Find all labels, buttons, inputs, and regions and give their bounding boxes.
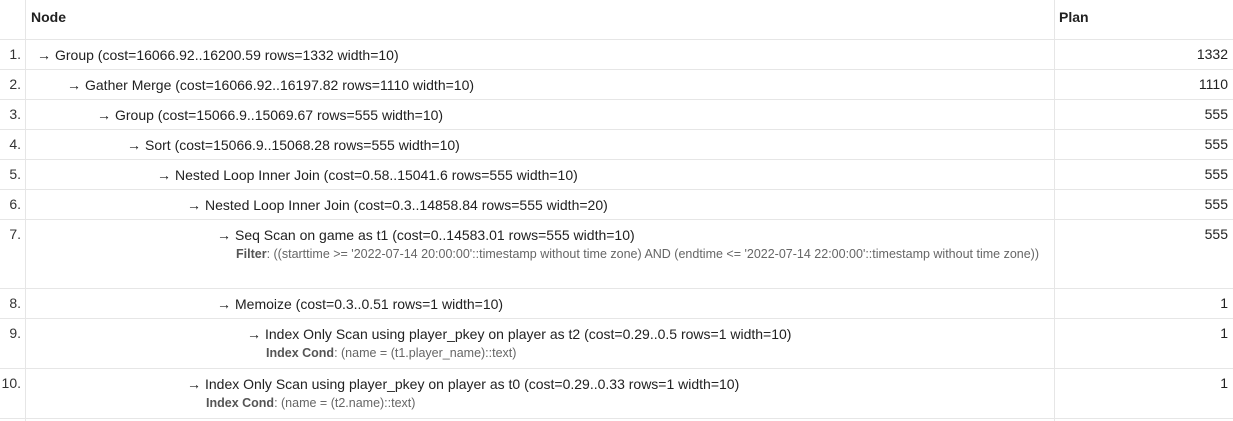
detail-label: Index Cond bbox=[266, 346, 335, 360]
plan-rows-value: 1 bbox=[1220, 325, 1228, 341]
row-number: 8. bbox=[9, 295, 21, 311]
arrow-right-icon: → bbox=[247, 326, 261, 342]
node-label: Nested Loop Inner Join (cost=0.58..15041… bbox=[175, 167, 578, 183]
node-detail: Filter: ((starttime >= '2022-07-14 20:00… bbox=[236, 247, 1040, 261]
plan-rows-value: 555 bbox=[1204, 166, 1228, 182]
node-detail: Index Cond: (name = (t1.player_name)::te… bbox=[266, 346, 517, 360]
node-label: Group (cost=16066.92..16200.59 rows=1332… bbox=[55, 47, 399, 63]
arrow-right-icon: → bbox=[217, 227, 231, 243]
plan-node: → Group (cost=15066.9..15069.67 rows=555 … bbox=[97, 106, 1043, 124]
arrow-right-icon: → bbox=[97, 107, 111, 123]
detail-text: ((starttime >= '2022-07-14 20:00:00'::ti… bbox=[273, 247, 1040, 261]
node-label: Seq Scan on game as t1 (cost=0..14583.01… bbox=[235, 227, 635, 243]
node-label: Nested Loop Inner Join (cost=0.3..14858.… bbox=[205, 197, 608, 213]
arrow-right-icon: → bbox=[187, 376, 201, 392]
plan-rows-value: 1 bbox=[1220, 375, 1228, 391]
arrow-right-icon: → bbox=[157, 167, 171, 183]
arrow-right-icon: → bbox=[187, 197, 201, 213]
plan-row[interactable]: 6. → Nested Loop Inner Join (cost=0.3..14… bbox=[0, 190, 1233, 220]
plan-row[interactable]: 1. → Group (cost=16066.92..16200.59 rows=… bbox=[0, 40, 1233, 70]
plan-rows-value: 555 bbox=[1204, 226, 1228, 242]
plan-row[interactable]: 3. → Group (cost=15066.9..15069.67 rows=5… bbox=[0, 100, 1233, 130]
column-divider bbox=[25, 0, 26, 421]
detail-label: Index Cond bbox=[206, 396, 275, 410]
detail-label: Filter bbox=[236, 247, 267, 261]
column-header-node[interactable]: Node bbox=[31, 9, 66, 25]
row-number: 10. bbox=[1, 375, 21, 391]
plan-row[interactable]: 8. → Memoize (cost=0.3..0.51 rows=1 width… bbox=[0, 289, 1233, 319]
node-label: Index Only Scan using player_pkey on pla… bbox=[265, 326, 792, 342]
node-label: Memoize (cost=0.3..0.51 rows=1 width=10) bbox=[235, 296, 504, 312]
plan-node: → Group (cost=16066.92..16200.59 rows=133… bbox=[37, 46, 1043, 64]
node-label: Gather Merge (cost=16066.92..16197.82 ro… bbox=[85, 77, 475, 93]
grid-header: Node Plan bbox=[0, 0, 1233, 40]
plan-row[interactable]: 4. → Sort (cost=15066.9..15068.28 rows=55… bbox=[0, 130, 1233, 160]
row-number: 7. bbox=[9, 226, 21, 242]
plan-node: → Sort (cost=15066.9..15068.28 rows=555 w… bbox=[127, 136, 1043, 154]
plan-node: → Index Only Scan using player_pkey on pl… bbox=[187, 375, 1043, 413]
plan-row[interactable]: 9. → Index Only Scan using player_pkey on… bbox=[0, 319, 1233, 369]
plan-rows-value: 1332 bbox=[1196, 46, 1228, 62]
arrow-right-icon: → bbox=[217, 296, 231, 312]
arrow-right-icon: → bbox=[127, 137, 141, 153]
row-number: 4. bbox=[9, 136, 21, 152]
row-number: 9. bbox=[9, 325, 21, 341]
detail-text: (name = (t1.player_name)::text) bbox=[341, 346, 517, 360]
node-label: Group (cost=15066.9..15069.67 rows=555 w… bbox=[115, 107, 444, 123]
plan-row[interactable]: 10. → Index Only Scan using player_pkey o… bbox=[0, 369, 1233, 419]
row-number: 3. bbox=[9, 106, 21, 122]
detail-text: (name = (t2.name)::text) bbox=[281, 396, 416, 410]
plan-node: → Seq Scan on game as t1 (cost=0..14583.0… bbox=[217, 226, 1043, 264]
node-label: Sort (cost=15066.9..15068.28 rows=555 wi… bbox=[145, 137, 460, 153]
plan-node: → Nested Loop Inner Join (cost=0.3..14858… bbox=[187, 196, 1043, 214]
plan-node: → Gather Merge (cost=16066.92..16197.82 r… bbox=[67, 76, 1043, 94]
row-number: 1. bbox=[9, 46, 21, 62]
row-number: 6. bbox=[9, 196, 21, 212]
plan-node: → Nested Loop Inner Join (cost=0.58..1504… bbox=[157, 166, 1043, 184]
node-label: Index Only Scan using player_pkey on pla… bbox=[205, 376, 740, 392]
plan-rows-value: 555 bbox=[1204, 136, 1228, 152]
plan-row[interactable]: 2. → Gather Merge (cost=16066.92..16197.8… bbox=[0, 70, 1233, 100]
column-divider bbox=[1054, 0, 1055, 421]
plan-row[interactable]: 5. → Nested Loop Inner Join (cost=0.58..1… bbox=[0, 160, 1233, 190]
plan-rows-value: 1110 bbox=[1198, 76, 1228, 92]
plan-rows-value: 555 bbox=[1204, 196, 1228, 212]
row-number: 5. bbox=[9, 166, 21, 182]
row-number: 2. bbox=[9, 76, 21, 92]
plan-rows-value: 555 bbox=[1204, 106, 1228, 122]
arrow-right-icon: → bbox=[37, 47, 51, 63]
plan-rows-value: 1 bbox=[1220, 295, 1228, 311]
plan-node: → Index Only Scan using player_pkey on pl… bbox=[247, 325, 1043, 363]
plan-row[interactable]: 7. → Seq Scan on game as t1 (cost=0..1458… bbox=[0, 220, 1233, 289]
column-header-plan[interactable]: Plan bbox=[1059, 9, 1089, 25]
node-detail: Index Cond: (name = (t2.name)::text) bbox=[206, 396, 416, 410]
arrow-right-icon: → bbox=[67, 77, 81, 93]
plan-node: → Memoize (cost=0.3..0.51 rows=1 width=10… bbox=[217, 295, 1043, 313]
